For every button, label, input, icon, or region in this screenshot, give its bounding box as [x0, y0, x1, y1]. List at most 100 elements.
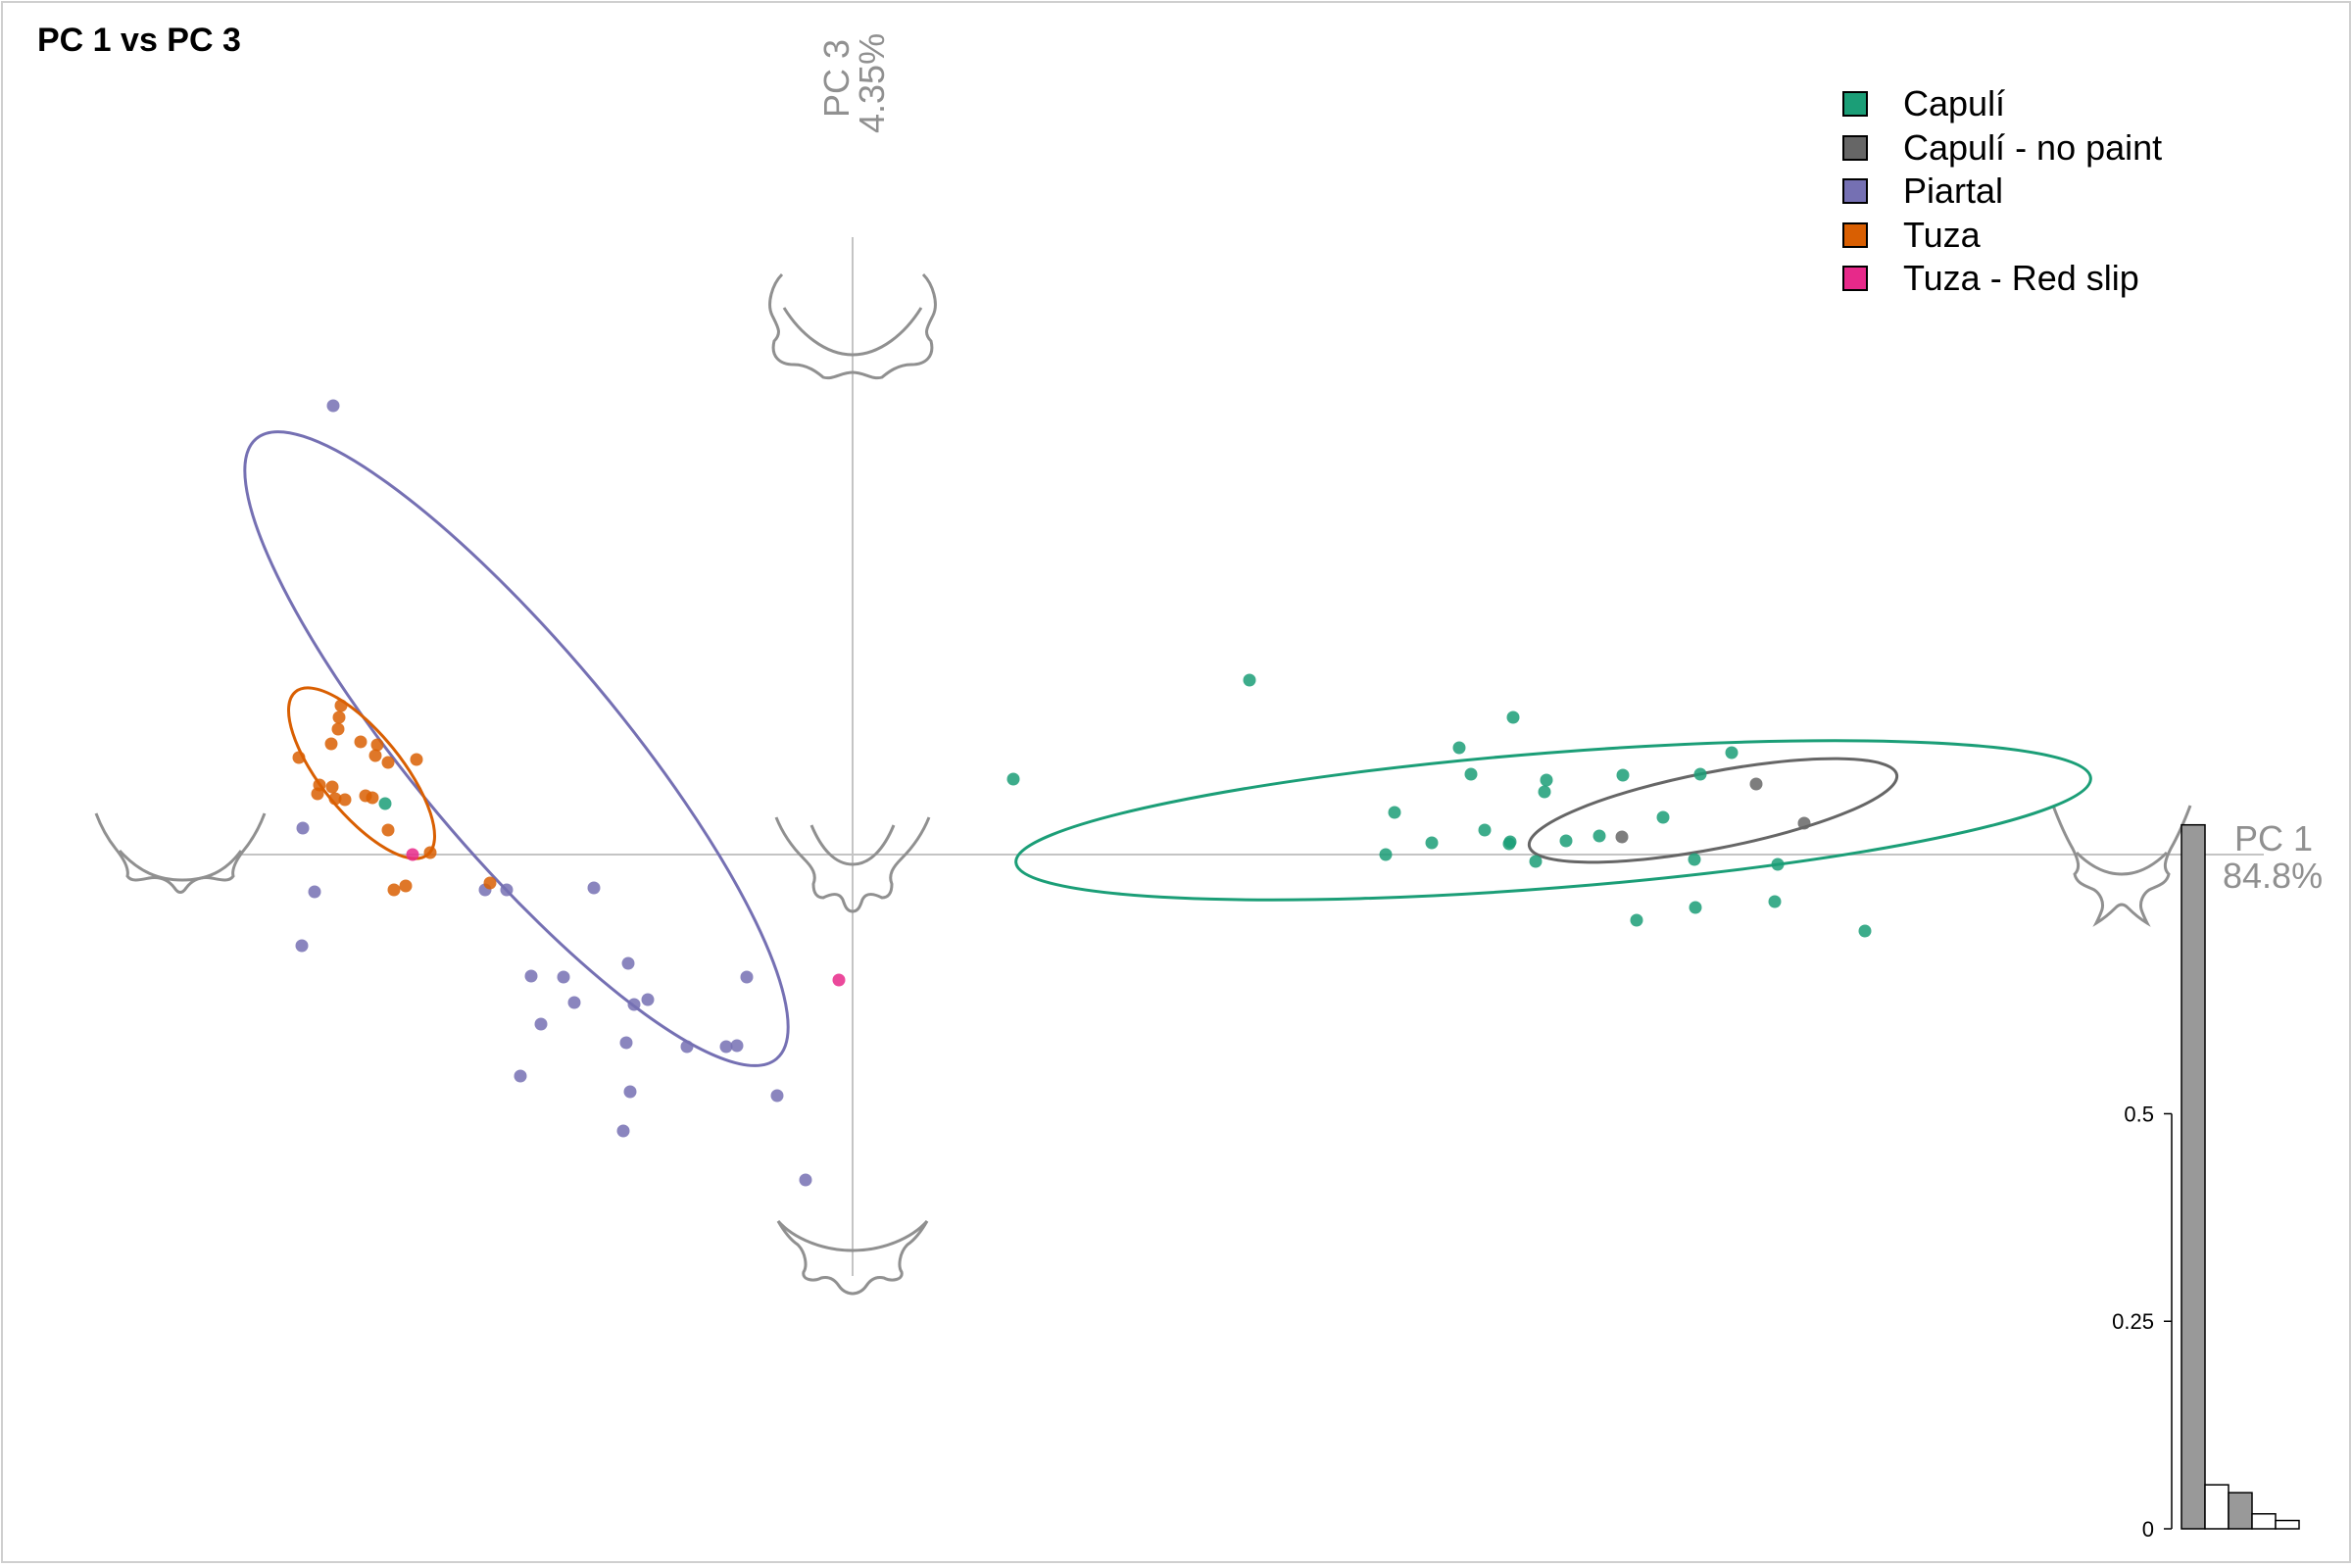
legend-label-capuli-no-paint: Capulí - no paint: [1903, 126, 2163, 168]
eigenvalue-inset-chart: 0 0.25 0.5: [2112, 823, 2300, 1542]
point-piartal: [296, 821, 310, 835]
point-capuli: [1538, 785, 1551, 799]
legend-item-tuza-red-slip: Tuza - Red slip: [1842, 257, 2162, 301]
shape-glyphs: [94, 272, 2192, 1296]
point-capuli: [1858, 924, 1872, 938]
point-tuza: [399, 879, 413, 893]
inset-y-tick-label: 0.25: [2112, 1309, 2154, 1334]
x-axis-variance: 84.8%: [2223, 856, 2323, 896]
shape-glyph-left: [94, 812, 267, 894]
confidence-ellipses: [243, 430, 2092, 1067]
point-tuza: [410, 753, 423, 766]
point-piartal: [514, 1069, 527, 1083]
point-capuli: [1388, 806, 1401, 819]
point-piartal: [557, 970, 570, 984]
point-piartal: [680, 1040, 694, 1054]
point-capuli: [1529, 855, 1543, 868]
legend: Capulí Capulí - no paint Piartal Tuza Tu…: [1842, 82, 2162, 301]
point-tuza-red-slip: [406, 848, 419, 861]
point-piartal: [500, 883, 514, 897]
point-piartal: [730, 1039, 744, 1053]
point-capuli: [1506, 710, 1520, 724]
point-tuza: [423, 846, 437, 859]
point-capuli: [1006, 772, 1020, 786]
inset-bar-pc5: [2275, 1519, 2300, 1530]
shape-glyph-center: [774, 816, 931, 913]
point-capuli-no-paint: [1615, 830, 1629, 844]
point-capuli: [1656, 810, 1670, 824]
point-tuza: [370, 738, 384, 752]
point-tuza: [292, 751, 306, 764]
point-capuli: [1464, 767, 1478, 781]
point-capuli: [1559, 834, 1573, 848]
legend-item-tuza: Tuza: [1842, 214, 2162, 258]
point-capuli: [378, 797, 392, 810]
point-piartal: [627, 998, 641, 1011]
inset-bar-pc3: [2228, 1492, 2253, 1530]
point-capuli: [1616, 768, 1630, 782]
point-capuli: [1592, 829, 1606, 843]
inset-bar-pc4: [2251, 1513, 2277, 1530]
point-capuli: [1478, 823, 1492, 837]
point-tuza: [381, 756, 395, 769]
ellipse-piartal: [243, 430, 790, 1067]
point-piartal: [295, 939, 309, 953]
point-tuza: [325, 780, 339, 794]
point-tuza: [324, 737, 338, 751]
point-capuli-no-paint: [1749, 777, 1763, 791]
legend-swatch-piartal: [1842, 178, 1868, 205]
point-capuli: [1689, 901, 1702, 914]
point-piartal: [567, 996, 581, 1009]
legend-swatch-tuza-red-slip: [1842, 266, 1868, 292]
point-capuli: [1379, 848, 1393, 861]
inset-bar-pc2: [2204, 1484, 2230, 1530]
point-capuli: [1630, 913, 1643, 927]
point-tuza: [328, 792, 342, 806]
y-axis-variance: 4.35%: [852, 33, 892, 133]
point-tuza: [354, 735, 368, 749]
point-capuli-no-paint: [1797, 816, 1811, 830]
point-tuza: [334, 699, 348, 712]
point-piartal: [623, 1085, 637, 1099]
point-capuli: [1768, 895, 1782, 908]
shape-glyph-top: [768, 272, 937, 380]
inset-y-tick-label: 0: [2142, 1517, 2154, 1542]
legend-item-capuli-no-paint: Capulí - no paint: [1842, 126, 2162, 171]
point-piartal: [619, 1036, 633, 1050]
point-tuza: [387, 883, 401, 897]
scatter-points: [292, 399, 1872, 1187]
point-capuli: [1502, 837, 1516, 851]
legend-swatch-capuli-no-paint: [1842, 134, 1868, 161]
inset-y-tick-label: 0.5: [2124, 1102, 2154, 1126]
legend-item-piartal: Piartal: [1842, 170, 2162, 214]
ellipse-capuli-no-paint: [1527, 757, 1899, 864]
point-tuza: [483, 876, 497, 890]
point-piartal: [308, 885, 321, 899]
legend-swatch-capuli: [1842, 91, 1868, 118]
point-capuli: [1688, 853, 1701, 866]
point-tuza: [381, 823, 395, 837]
point-tuza: [331, 722, 345, 736]
point-piartal: [719, 1040, 733, 1054]
point-tuza: [368, 749, 382, 762]
shape-glyph-right: [2051, 805, 2192, 927]
point-capuli: [1452, 741, 1466, 755]
point-capuli: [1425, 836, 1439, 850]
legend-label-capuli: Capulí: [1903, 83, 2006, 124]
point-tuza: [332, 710, 346, 724]
point-capuli: [1693, 767, 1707, 781]
point-capuli: [1243, 673, 1256, 687]
legend-label-piartal: Piartal: [1903, 171, 2004, 212]
y-axis-label: PC 3: [816, 39, 857, 118]
point-piartal: [770, 1089, 784, 1102]
legend-swatch-tuza: [1842, 221, 1868, 248]
point-piartal: [534, 1017, 548, 1031]
point-piartal: [740, 970, 754, 984]
point-piartal: [524, 969, 538, 983]
point-capuli: [1725, 746, 1739, 760]
x-axis-label: PC 1: [2234, 818, 2313, 858]
point-tuza: [338, 793, 352, 807]
ellipse-capuli: [1014, 739, 2092, 902]
